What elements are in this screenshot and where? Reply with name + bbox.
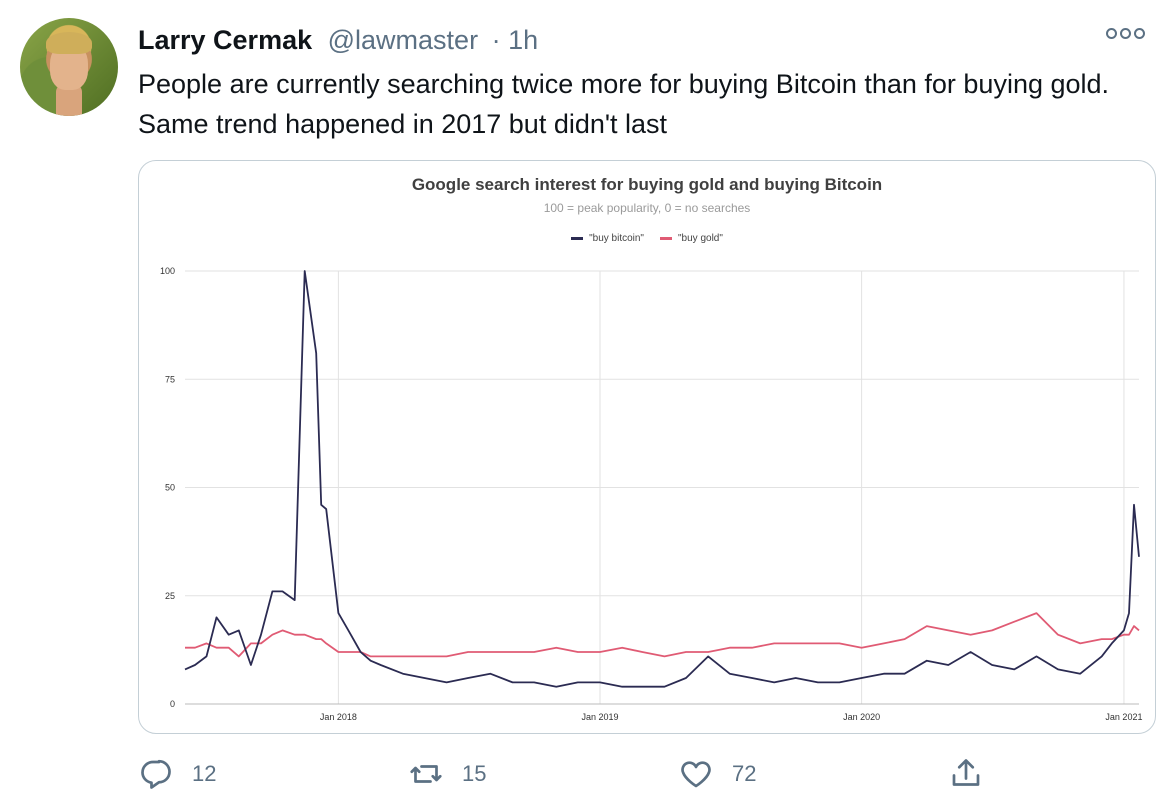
reply-icon xyxy=(141,759,171,789)
like-icon xyxy=(681,761,711,788)
series-line-buy-gold xyxy=(185,612,1140,658)
tweet-actions: 12 15 72 xyxy=(138,756,1038,796)
x-tick-label: Jan 2020 xyxy=(843,712,880,722)
more-icon[interactable] xyxy=(1106,28,1145,39)
reply-count: 12 xyxy=(192,761,217,786)
legend-swatch-bitcoin xyxy=(571,237,584,240)
like-count: 72 xyxy=(732,761,757,786)
retweet-count: 15 xyxy=(462,761,487,786)
retweet-icon xyxy=(410,765,442,783)
y-tick-label: 25 xyxy=(165,591,175,601)
y-tick-label: 50 xyxy=(165,483,175,493)
reply-button[interactable]: 12 xyxy=(138,756,216,792)
tweet-text: People are currently searching twice mor… xyxy=(138,69,1110,139)
legend-item-gold: "buy gold" xyxy=(660,233,723,244)
x-tick-label: Jan 2019 xyxy=(581,712,618,722)
chart-legend: "buy bitcoin" "buy gold" xyxy=(139,233,1155,244)
x-tick-label: Jan 2018 xyxy=(320,712,357,722)
retweet-button[interactable]: 15 xyxy=(408,756,486,792)
y-tick-label: 0 xyxy=(170,699,175,709)
share-button[interactable] xyxy=(948,756,984,792)
x-tick-label: Jan 2021 xyxy=(1105,712,1142,722)
legend-item-bitcoin: "buy bitcoin" xyxy=(571,233,644,244)
chart-subtitle: 100 = peak popularity, 0 = no searches xyxy=(543,201,751,215)
chart-title: Google search interest for buying gold a… xyxy=(411,175,883,194)
y-tick-label: 100 xyxy=(160,266,175,276)
tweet-header: Larry Cermak @lawmaster · 1h xyxy=(138,24,538,56)
share-icon xyxy=(952,759,980,786)
series-line-buy-bitcoin xyxy=(184,270,1140,688)
tweet-time[interactable]: · 1h xyxy=(491,25,539,55)
legend-label-gold: "buy gold" xyxy=(678,233,723,244)
author-handle[interactable]: @lawmaster xyxy=(327,25,479,55)
legend-label-bitcoin: "buy bitcoin" xyxy=(589,233,644,244)
line-chart: 0 25 50 75 100 Jan 2018 Jan 2019 Jan 2020 Jan 20… xyxy=(160,266,1143,722)
y-tick-label: 75 xyxy=(165,374,175,384)
chart-card[interactable]: Google search interest for buying gold a… xyxy=(138,160,1156,734)
like-button[interactable]: 72 xyxy=(678,756,756,792)
author-name[interactable]: Larry Cermak xyxy=(138,25,313,55)
avatar[interactable] xyxy=(20,18,118,116)
legend-swatch-gold xyxy=(660,237,672,240)
